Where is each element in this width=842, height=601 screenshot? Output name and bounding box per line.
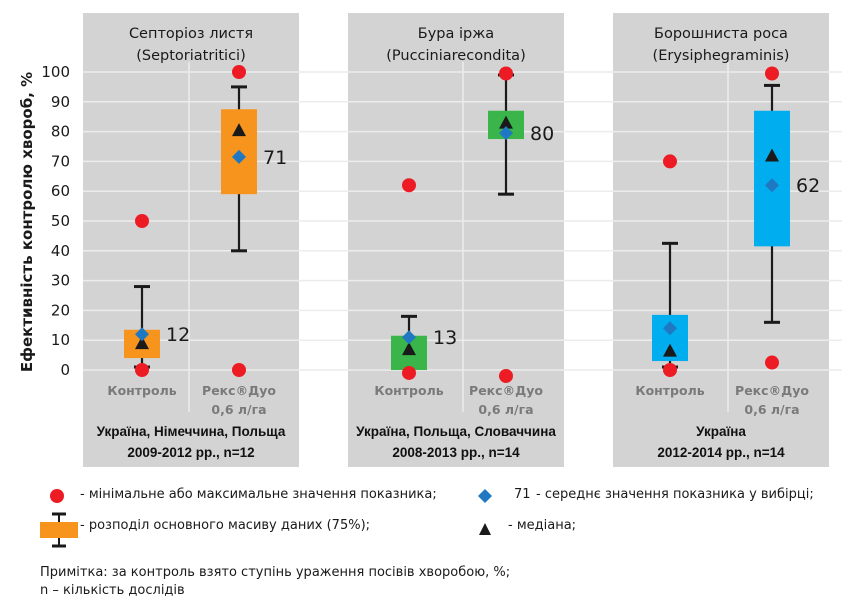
median-marker — [765, 148, 779, 162]
panel-region: Україна, Польща, Словаччина — [356, 424, 556, 439]
panel-background — [83, 13, 299, 467]
group-label: Рекс®Дуо — [735, 383, 809, 398]
y-tick-label: 100 — [41, 63, 70, 81]
y-tick-label: 10 — [51, 331, 70, 349]
group-sublabel: 0,6 л/га — [478, 402, 533, 417]
mean-value-label: 12 — [166, 324, 190, 346]
mean-value-label: 71 — [263, 147, 287, 169]
legend-minmax-text: - мінімальне або максимальне значення по… — [80, 487, 437, 502]
panel-subtitle: (Septoriatritici) — [136, 48, 245, 64]
max-dot — [663, 154, 677, 169]
note-line-2: n – кількість дослідів — [40, 583, 185, 598]
median-marker — [135, 336, 149, 350]
group-sublabel: 0,6 л/га — [744, 402, 799, 417]
legend-mean-text: - середнє значення показника у вибірці; — [536, 487, 814, 502]
marks-layer — [124, 65, 790, 383]
panel-title: Борошниста роса — [654, 26, 788, 42]
y-axis-label: Ефективність контролю хвороб, % — [18, 72, 36, 372]
mean-value-label: 80 — [530, 123, 554, 145]
group-label: Контроль — [374, 383, 443, 398]
panel-background — [348, 13, 564, 467]
mean-value-label: 62 — [796, 175, 820, 197]
note-line-1: Примітка: за контроль взято ступінь ураж… — [40, 565, 511, 580]
max-dot — [232, 65, 246, 79]
panel-title: Бура іржа — [418, 26, 494, 42]
min-dot — [402, 365, 416, 380]
panel-subtitle: (Erysiphegraminis) — [653, 48, 790, 64]
panel-period: 2012-2014 рр., n=14 — [657, 445, 785, 460]
y-tick-label: 50 — [51, 212, 70, 230]
text-layer: Септоріоз листя (Septoriatritici) Україна,… — [97, 26, 821, 460]
y-tick-label: 60 — [51, 182, 70, 200]
mean-diamond-icon — [478, 489, 492, 503]
group-label: Рекс®Дуо — [469, 383, 543, 398]
legend-box-text: - розподіл основного масиву даних (75%); — [80, 518, 371, 533]
y-tick-label: 20 — [51, 301, 70, 319]
min-dot — [765, 355, 779, 370]
min-dot — [135, 363, 149, 377]
min-dot — [232, 363, 246, 377]
y-tick-label: 40 — [51, 242, 70, 260]
minmax-dot-icon — [50, 489, 64, 503]
legend-median-text: - медіана; — [508, 518, 577, 533]
panel-region: Україна — [696, 424, 746, 439]
y-tick-label: 90 — [51, 93, 70, 111]
y-tick-label: 30 — [51, 272, 70, 290]
panels-layer — [83, 13, 829, 467]
panel-title: Септоріоз листя — [129, 26, 253, 42]
y-tick-label: 80 — [51, 123, 70, 141]
panel-period: 2008-2013 рр., n=14 — [392, 445, 520, 460]
panel-period: 2009-2012 рр., n=12 — [127, 445, 254, 460]
mean-marker — [135, 327, 149, 342]
y-tick-label: 0 — [60, 361, 70, 379]
mean-marker — [765, 178, 779, 193]
median-marker — [232, 123, 246, 137]
group-label: Контроль — [635, 383, 704, 398]
mean-marker — [499, 126, 513, 141]
mean-marker — [663, 321, 677, 336]
group-sublabel: 0,6 л/га — [211, 402, 266, 417]
min-dot — [499, 368, 513, 383]
min-dot — [663, 363, 677, 377]
y-axis-ticks: 0 10 20 30 40 50 60 70 80 90 100 — [41, 63, 70, 379]
group-label: Рекс®Дуо — [202, 383, 276, 398]
median-marker — [663, 343, 677, 357]
max-dot — [135, 214, 149, 228]
mean-marker — [402, 330, 416, 345]
mean-value-label: 13 — [433, 327, 457, 349]
median-marker — [402, 342, 416, 356]
max-dot — [765, 66, 779, 81]
mean-marker — [232, 149, 246, 164]
box-whisker-icon — [40, 512, 78, 548]
panel-subtitle: (Pucciniarecondita) — [386, 48, 525, 64]
legend-mean-example: 71 — [514, 487, 531, 502]
median-marker — [499, 115, 513, 129]
grid-layer — [83, 71, 842, 371]
panel-region: Україна, Німеччина, Польща — [97, 424, 286, 439]
y-tick-label: 70 — [51, 152, 70, 170]
median-triangle-icon — [479, 523, 491, 535]
group-label: Контроль — [107, 383, 176, 398]
panel-background — [613, 13, 829, 467]
max-dot — [402, 178, 416, 193]
max-dot — [499, 66, 513, 81]
